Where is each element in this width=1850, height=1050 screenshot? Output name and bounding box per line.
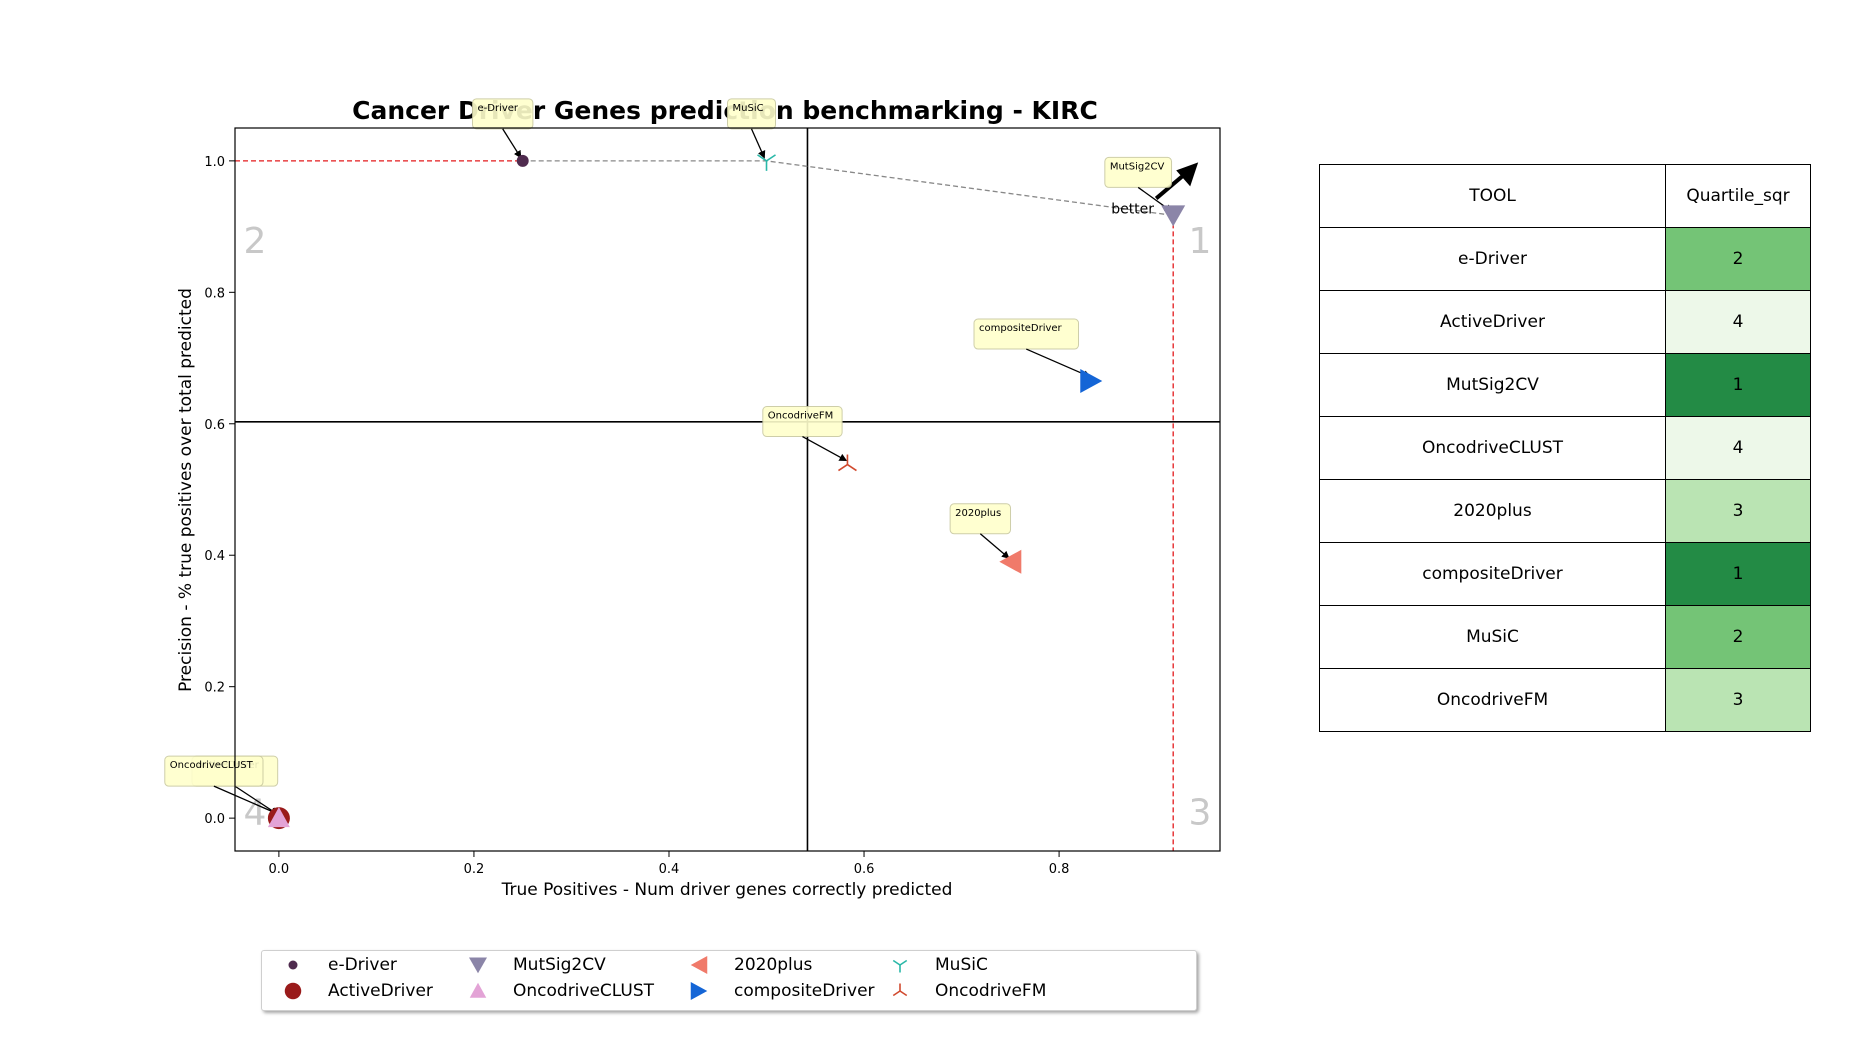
y-axis-label: Precision - % true positives over total …	[176, 288, 196, 692]
table-cell-tool: ActiveDriver	[1319, 290, 1666, 354]
y-tick-label: 0.0	[204, 812, 225, 827]
point-annotation: 2020plus	[949, 503, 1012, 559]
legend-label: MutSig2CV	[513, 955, 606, 975]
legend-marker	[892, 983, 908, 997]
table-cell-tool: MuSiC	[1319, 605, 1666, 669]
annotation-label: MuSiC	[733, 103, 764, 114]
y-tick-label: 1.0	[204, 155, 225, 170]
point-annotation: OncodriveFM	[762, 406, 848, 462]
legend-marker	[288, 960, 298, 970]
quadrant-label: 3	[1189, 793, 1212, 834]
table-row: MuSiC 2	[1319, 605, 1811, 669]
table-cell-tool: e-Driver	[1319, 227, 1666, 291]
table-cell-quartile: 4	[1665, 416, 1811, 480]
legend: e-Driver ActiveDriver MutSig2CV OncodriveCL…	[261, 950, 1197, 1011]
plot-frame	[234, 127, 1221, 852]
table-row: OncodriveFM 3	[1319, 668, 1811, 732]
y-tick-label: 0.2	[204, 681, 225, 696]
legend-label: MuSiC	[935, 955, 988, 975]
legend-item: compositeDriver	[688, 980, 875, 1002]
x-tick-label: 0.4	[659, 862, 680, 877]
data-point-2020plus	[999, 549, 1022, 574]
annotation-label: e-Driver	[477, 103, 518, 114]
x-axis-label: True Positives - Num driver genes correc…	[501, 880, 953, 900]
table-cell-tool: OncodriveCLUST	[1319, 416, 1666, 480]
legend-label: e-Driver	[328, 955, 397, 975]
legend-item: MuSiC	[889, 954, 988, 976]
table-row: MutSig2CV 1	[1319, 353, 1811, 417]
legend-item: ActiveDriver	[282, 980, 433, 1002]
quartile-table: TOOL Quartile_sqr e-Driver 2 ActiveDriver 4…	[1319, 164, 1811, 732]
annotation-label: MutSig2CV	[1110, 161, 1165, 172]
table-cell-quartile: 2	[1665, 227, 1811, 291]
annotation-label: compositeDriver	[979, 323, 1063, 334]
legend-marker	[892, 959, 908, 973]
point-annotation: e-Driver	[471, 98, 534, 159]
legend-marker	[469, 982, 487, 998]
legend-marker	[690, 982, 708, 1000]
data-point-compositedriver	[1080, 369, 1103, 394]
x-tick-label: 0.8	[1049, 862, 1070, 877]
table-cell-tool: compositeDriver	[1319, 542, 1666, 606]
header-quartile: Quartile_sqr	[1665, 164, 1811, 228]
y-tick-label: 0.4	[204, 549, 225, 564]
legend-label: OncodriveFM	[935, 981, 1047, 1001]
legend-item: MutSig2CV	[467, 954, 606, 976]
point-annotation: compositeDriver	[973, 318, 1092, 378]
legend-item: OncodriveCLUST	[467, 980, 654, 1002]
better-label: better	[1111, 201, 1154, 217]
legend-label: compositeDriver	[734, 981, 875, 1001]
point-annotation: MuSiC	[727, 98, 777, 159]
table-cell-quartile: 1	[1665, 542, 1811, 606]
table-cell-quartile: 2	[1665, 605, 1811, 669]
annotation-label: OncodriveCLUST	[170, 760, 254, 771]
better-arrow-head	[1176, 162, 1199, 187]
table-row: compositeDriver 1	[1319, 542, 1811, 606]
legend-marker	[690, 956, 708, 974]
point-annotation: OncodriveCLUST	[164, 755, 279, 815]
table-cell-tool: 2020plus	[1319, 479, 1666, 543]
legend-label: ActiveDriver	[328, 981, 433, 1001]
table-cell-tool: OncodriveFM	[1319, 668, 1666, 732]
table-row: OncodriveCLUST 4	[1319, 416, 1811, 480]
data-point-oncodriveclust	[267, 807, 290, 828]
header-tool: TOOL	[1319, 164, 1666, 228]
x-tick-label: 0.0	[269, 862, 290, 877]
table-row: 2020plus 3	[1319, 479, 1811, 543]
annotation-label: 2020plus	[955, 508, 1001, 519]
data-point-e-driver	[516, 154, 529, 167]
table-row: e-Driver 2	[1319, 227, 1811, 291]
table-cell-quartile: 3	[1665, 479, 1811, 543]
table-row: ActiveDriver 4	[1319, 290, 1811, 354]
data-point-oncodrivefm	[838, 454, 857, 472]
pareto-frontier	[522, 160, 1174, 217]
legend-item: 2020plus	[688, 954, 812, 976]
table-cell-quartile: 3	[1665, 668, 1811, 732]
table-cell-quartile: 1	[1665, 353, 1811, 417]
legend-item: e-Driver	[282, 954, 397, 976]
table-cell-quartile: 4	[1665, 290, 1811, 354]
point-annotation: MutSig2CV	[1104, 156, 1173, 213]
legend-item: OncodriveFM	[889, 980, 1046, 1002]
data-point-mutsig2cv	[1161, 205, 1186, 227]
x-tick-label: 0.2	[464, 862, 485, 877]
quadrant-label: 1	[1189, 221, 1212, 262]
data-point-music	[757, 154, 776, 171]
x-tick-label: 0.6	[854, 862, 875, 877]
annotation-label: OncodriveFM	[768, 411, 834, 422]
quadrant-label: 2	[244, 221, 267, 262]
table-cell-tool: MutSig2CV	[1319, 353, 1666, 417]
legend-marker	[284, 982, 302, 1000]
y-tick-label: 0.8	[204, 286, 225, 301]
legend-label: 2020plus	[734, 955, 813, 975]
legend-label: OncodriveCLUST	[513, 981, 655, 1001]
chart-title: Cancer Driver Genes prediction benchmark…	[352, 96, 1098, 125]
y-tick-label: 0.6	[204, 418, 225, 433]
legend-marker	[469, 957, 487, 974]
table-header-row: TOOL Quartile_sqr	[1319, 164, 1811, 228]
